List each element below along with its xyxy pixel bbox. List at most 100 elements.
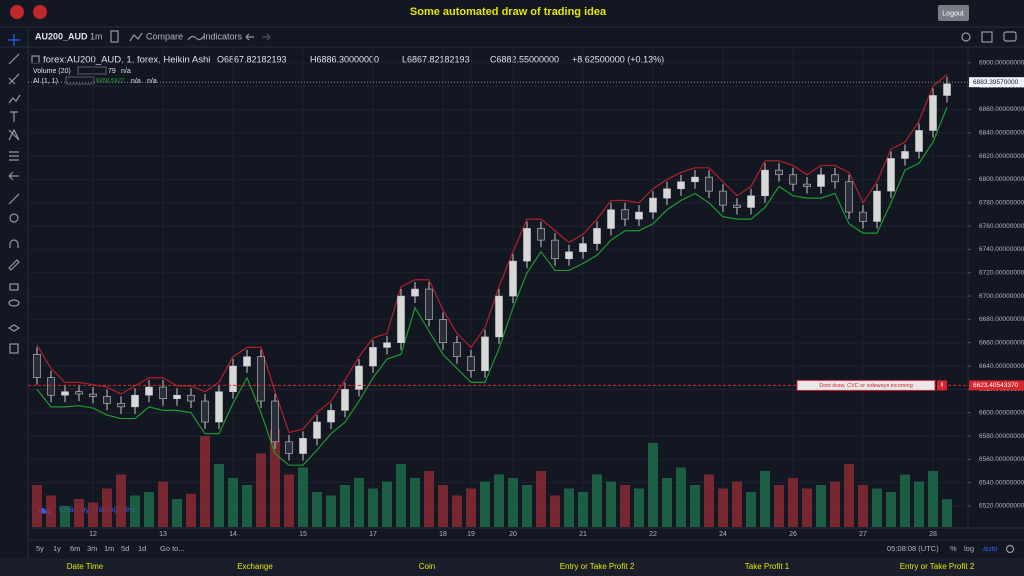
annotation-price-tag [969,380,1024,391]
range-button[interactable]: 1m [104,544,114,553]
settings-icon[interactable] [1005,544,1015,554]
text-tool[interactable] [10,111,18,122]
y-tick-label: 6680.00000000 [979,316,1024,323]
chart-style-icon[interactable] [110,30,119,43]
legend-buttons[interactable] [77,66,107,75]
y-tick-label: 6820.00000000 [979,153,1024,160]
volume-bar [144,492,154,527]
visibility-tool[interactable] [8,299,20,307]
y-tick-label: 6520.00000000 [979,503,1024,510]
remove-tool[interactable] [9,343,19,354]
settings-icon[interactable] [961,32,971,42]
fib-tool[interactable] [8,73,20,85]
annotation-box [796,379,936,391]
volume-bar [774,485,784,527]
column-header: Take Profit 1 [745,562,790,571]
volume-bar [368,488,378,527]
volume-bar [732,481,742,527]
gann-tool[interactable] [8,128,20,141]
volume-bar [592,474,602,527]
candle-body [425,288,433,320]
volume-bar [942,499,952,527]
logout-label[interactable]: Logout [942,10,963,17]
legend-buttons[interactable] [65,76,95,85]
volume-bar [438,485,448,527]
candle-body [327,410,335,423]
x-tick-label: 14 [229,531,237,538]
goto-button[interactable]: Go to... [160,544,185,553]
measure-tool[interactable] [8,193,20,205]
trend-line-tool[interactable] [8,53,20,65]
volume-bar [116,474,126,527]
pattern-tool[interactable] [8,94,21,104]
lock-tool[interactable] [9,283,19,291]
legend-high: H6886.30000000 [310,54,379,64]
candle-body [845,181,853,213]
y-tick-label: 6720.00000000 [979,269,1024,276]
log-toggle[interactable]: log [964,544,974,553]
volume-bar [620,485,630,527]
volume-bar [396,464,406,527]
volume-bar [46,495,56,527]
range-button[interactable]: 6m [70,544,80,553]
redo-icon[interactable] [262,33,271,41]
symbol-input[interactable]: AU200_AUD [35,31,88,41]
range-button[interactable]: 1d [138,544,146,553]
range-button[interactable]: 5y [36,544,44,553]
y-tick-label: 6840.00000000 [979,130,1024,137]
logo-icon[interactable] [10,5,24,19]
percent-toggle[interactable]: % [950,544,957,553]
candle-body [285,441,293,454]
volume-bar [382,481,392,527]
undo-icon[interactable] [245,33,254,41]
volume-bar [326,495,336,527]
column-header: Exchange [237,562,273,571]
volume-bar [88,502,98,527]
range-button[interactable]: 5d [121,544,129,553]
back-icon[interactable] [8,171,19,181]
logo-icon[interactable] [33,5,47,19]
candle-body [929,95,937,131]
volume-bar [60,506,70,527]
snapshot-icon[interactable] [1003,31,1017,42]
candle-body [579,243,587,253]
prediction-tool[interactable] [9,151,19,161]
range-button[interactable]: 3m [87,544,97,553]
magnet-tool[interactable] [9,239,19,248]
volume-bar [662,478,672,527]
volume-bar [172,499,182,527]
auto-toggle[interactable]: auto [983,544,998,553]
indicators-icon[interactable] [187,35,205,41]
zoom-tool[interactable] [9,213,19,223]
layers-tool[interactable] [7,324,21,332]
page-title: Some automated draw of trading idea [410,6,607,18]
candle-body [173,394,181,400]
volume-bar [928,471,938,527]
y-tick-label: 6600.00000000 [979,409,1024,416]
y-tick-label: 6700.00000000 [979,293,1024,300]
volume-bar [676,467,686,527]
fullscreen-icon[interactable] [981,31,993,43]
drawing-tools [7,34,21,354]
y-tick-label: 6800.00000000 [979,176,1024,183]
crosshair-tool[interactable] [8,34,20,46]
range-button[interactable]: 1y [53,544,61,553]
candle-body [355,365,363,390]
stay-drawing-tool[interactable] [8,259,20,271]
interval-button[interactable]: 1m [90,31,103,41]
compare-button[interactable]: Compare [146,31,183,41]
candle-body [663,188,671,199]
candle-body [831,174,839,183]
candle-body [621,209,629,220]
indicators-button[interactable]: Indicators [203,31,243,41]
compare-icon[interactable] [129,32,143,42]
logout-button[interactable] [938,5,969,21]
y-tick-label: 6580.00000000 [979,433,1024,440]
candle-body [103,396,111,404]
candle-body [33,354,41,379]
volume-bar [340,485,350,527]
volume-ma: n/a [121,68,131,75]
price-tag-label: 6883.39570000 [973,79,1019,86]
candle-body [75,391,83,395]
